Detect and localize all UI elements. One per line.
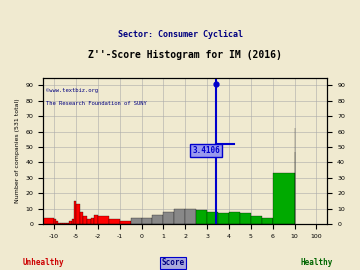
Bar <box>74 201 76 224</box>
Bar <box>163 212 174 224</box>
Bar <box>120 221 131 224</box>
Bar <box>54 220 56 224</box>
Bar <box>69 221 72 224</box>
Bar <box>65 222 67 224</box>
Y-axis label: Number of companies (531 total): Number of companies (531 total) <box>15 99 20 203</box>
Bar <box>281 221 284 224</box>
Bar <box>207 212 218 224</box>
Bar <box>76 204 80 224</box>
Bar <box>109 220 120 224</box>
Bar <box>240 213 251 224</box>
Bar <box>174 209 185 224</box>
Bar <box>185 209 196 224</box>
Bar <box>229 212 240 224</box>
Text: 3.4106: 3.4106 <box>192 146 220 155</box>
Text: ©www.textbiz.org: ©www.textbiz.org <box>46 88 98 93</box>
Bar <box>273 220 275 224</box>
Bar <box>284 221 287 224</box>
Bar <box>43 218 54 224</box>
Bar <box>131 218 141 224</box>
Bar <box>63 222 65 224</box>
Bar <box>196 210 207 224</box>
Bar <box>58 222 60 224</box>
Bar <box>56 221 58 224</box>
Bar <box>83 216 87 224</box>
Bar <box>262 218 273 224</box>
Bar <box>94 215 98 224</box>
Title: Z''-Score Histogram for IM (2016): Z''-Score Histogram for IM (2016) <box>88 50 282 60</box>
Bar <box>80 212 83 224</box>
Bar <box>60 222 63 224</box>
Bar <box>251 216 262 224</box>
Text: The Research Foundation of SUNY: The Research Foundation of SUNY <box>46 101 147 106</box>
Bar <box>72 220 74 224</box>
Bar <box>278 220 281 224</box>
Text: Sector: Consumer Cyclical: Sector: Consumer Cyclical <box>117 30 243 39</box>
Text: Unhealthy: Unhealthy <box>22 258 64 267</box>
Bar <box>273 173 294 224</box>
Bar <box>90 218 94 224</box>
Bar <box>275 220 278 224</box>
Bar <box>98 216 109 224</box>
Text: Score: Score <box>161 258 184 267</box>
Bar <box>218 213 229 224</box>
Bar <box>141 218 153 224</box>
Bar <box>153 215 163 224</box>
Text: Healthy: Healthy <box>301 258 333 267</box>
Bar <box>87 220 90 224</box>
Bar <box>67 222 69 224</box>
